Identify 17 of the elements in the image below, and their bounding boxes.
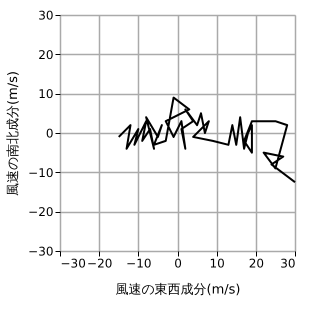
y-tick-label: 30 (38, 8, 54, 22)
x-tick-label: −30 (60, 256, 86, 270)
x-tick-label: 10 (210, 256, 225, 270)
line-series (118, 96, 296, 184)
x-tick-label: 30 (280, 256, 296, 270)
y-tick-label: 20 (38, 48, 54, 62)
x-tick-label: 0 (174, 256, 182, 270)
y-tick-label: −20 (28, 205, 54, 220)
x-axis-title: 風速の東西成分(m/s) (116, 282, 240, 298)
y-tick-label: −30 (28, 244, 54, 258)
x-tick-label: −20 (87, 256, 112, 270)
x-tick-label: 20 (248, 256, 264, 270)
x-tick-label: −10 (126, 256, 152, 270)
y-axis-title: 風速の南北成分(m/s) (6, 71, 22, 196)
y-tick-label: −10 (28, 166, 54, 180)
y-tick-label: 0 (46, 126, 54, 140)
y-tick-label: 10 (38, 87, 54, 102)
